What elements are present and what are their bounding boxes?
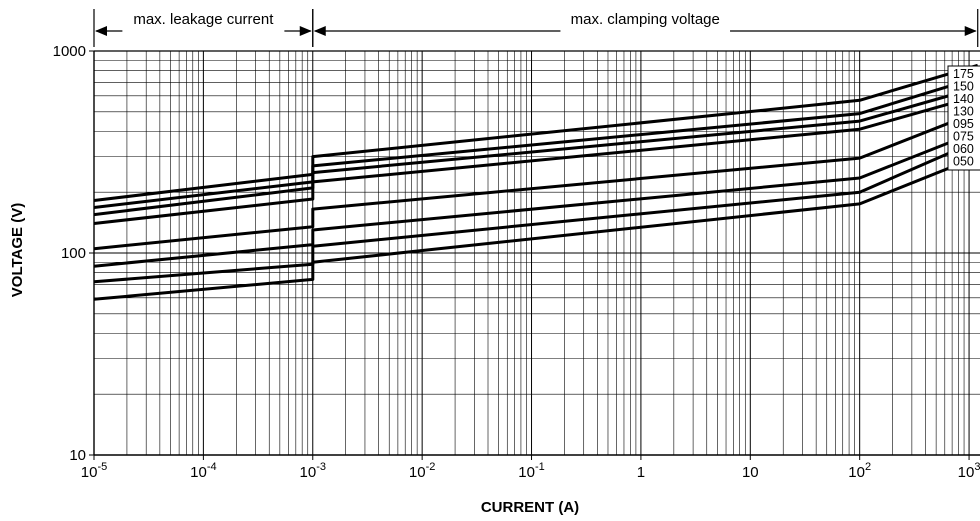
region-label-bg bbox=[122, 20, 285, 38]
series-label-175: 175 bbox=[953, 67, 974, 81]
series-line-060 bbox=[93, 139, 979, 284]
series-line-175 bbox=[93, 63, 979, 202]
series-label-075: 075 bbox=[953, 130, 974, 144]
y-tick-label: 10 bbox=[69, 447, 86, 464]
x-tick-label: 10-4 bbox=[190, 461, 216, 481]
y-tick-label: 100 bbox=[61, 245, 86, 262]
series-line-095 bbox=[93, 110, 979, 251]
x-tick-label: 10-3 bbox=[300, 461, 326, 481]
x-axis-title: CURRENT (A) bbox=[481, 499, 579, 516]
series-label-140: 140 bbox=[953, 92, 974, 106]
region-label-bg bbox=[560, 20, 731, 38]
region-arrowhead-right bbox=[299, 26, 312, 36]
tick-labels: 10-5 10-4 10-3 10-2 10-1 1 10 102 103 10 100 1000 bbox=[53, 43, 980, 481]
region-label: max. clamping voltage bbox=[571, 11, 720, 28]
series-label-095: 095 bbox=[953, 117, 974, 131]
series-line-075 bbox=[93, 130, 979, 268]
x-tick-label: 10 bbox=[742, 464, 759, 481]
region-arrowhead-right bbox=[964, 26, 977, 36]
series-lines bbox=[93, 63, 979, 301]
x-tick-label: 103 bbox=[958, 461, 980, 481]
series-label-box bbox=[947, 65, 980, 171]
y-tick-label: 1000 bbox=[53, 43, 86, 60]
series-line-150 bbox=[93, 75, 979, 209]
region-label: max. leakage current bbox=[133, 11, 274, 28]
x-tick-label: 1 bbox=[637, 464, 645, 481]
x-tick-label: 10-1 bbox=[518, 461, 544, 481]
region-arrowhead-left bbox=[313, 26, 326, 36]
series-label-150: 150 bbox=[953, 80, 974, 94]
x-tick-label: 10-5 bbox=[81, 461, 107, 481]
series-label-060: 060 bbox=[953, 142, 974, 156]
y-axis-title: VOLTAGE (V) bbox=[9, 203, 26, 297]
x-tick-label: 10-2 bbox=[409, 461, 435, 481]
series-line-050 bbox=[93, 155, 979, 301]
series-label-050: 050 bbox=[953, 155, 974, 169]
x-tick-label: 102 bbox=[848, 461, 871, 481]
region-annotations: max. leakage current max. clamping voltag… bbox=[93, 9, 979, 47]
region-arrowhead-left bbox=[95, 26, 107, 36]
series-label-130: 130 bbox=[953, 105, 974, 119]
series-line-140 bbox=[93, 86, 979, 217]
series-line-130 bbox=[93, 94, 979, 225]
grid bbox=[93, 50, 980, 456]
